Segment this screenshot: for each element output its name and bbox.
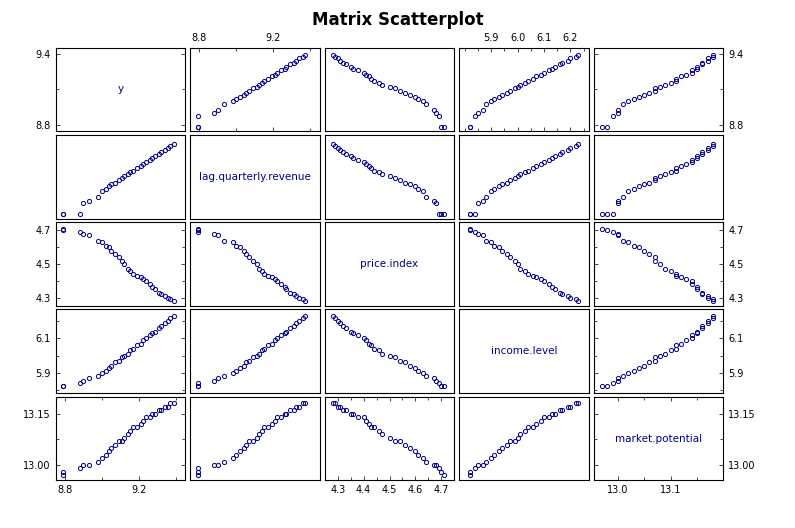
Text: market.potential: market.potential [615, 433, 702, 444]
Text: income.level: income.level [491, 346, 557, 356]
Text: y: y [118, 84, 123, 95]
Text: lag.quarterly.revenue: lag.quarterly.revenue [199, 172, 311, 182]
Text: price.index: price.index [360, 259, 419, 269]
Text: Matrix Scatterplot: Matrix Scatterplot [312, 11, 483, 29]
